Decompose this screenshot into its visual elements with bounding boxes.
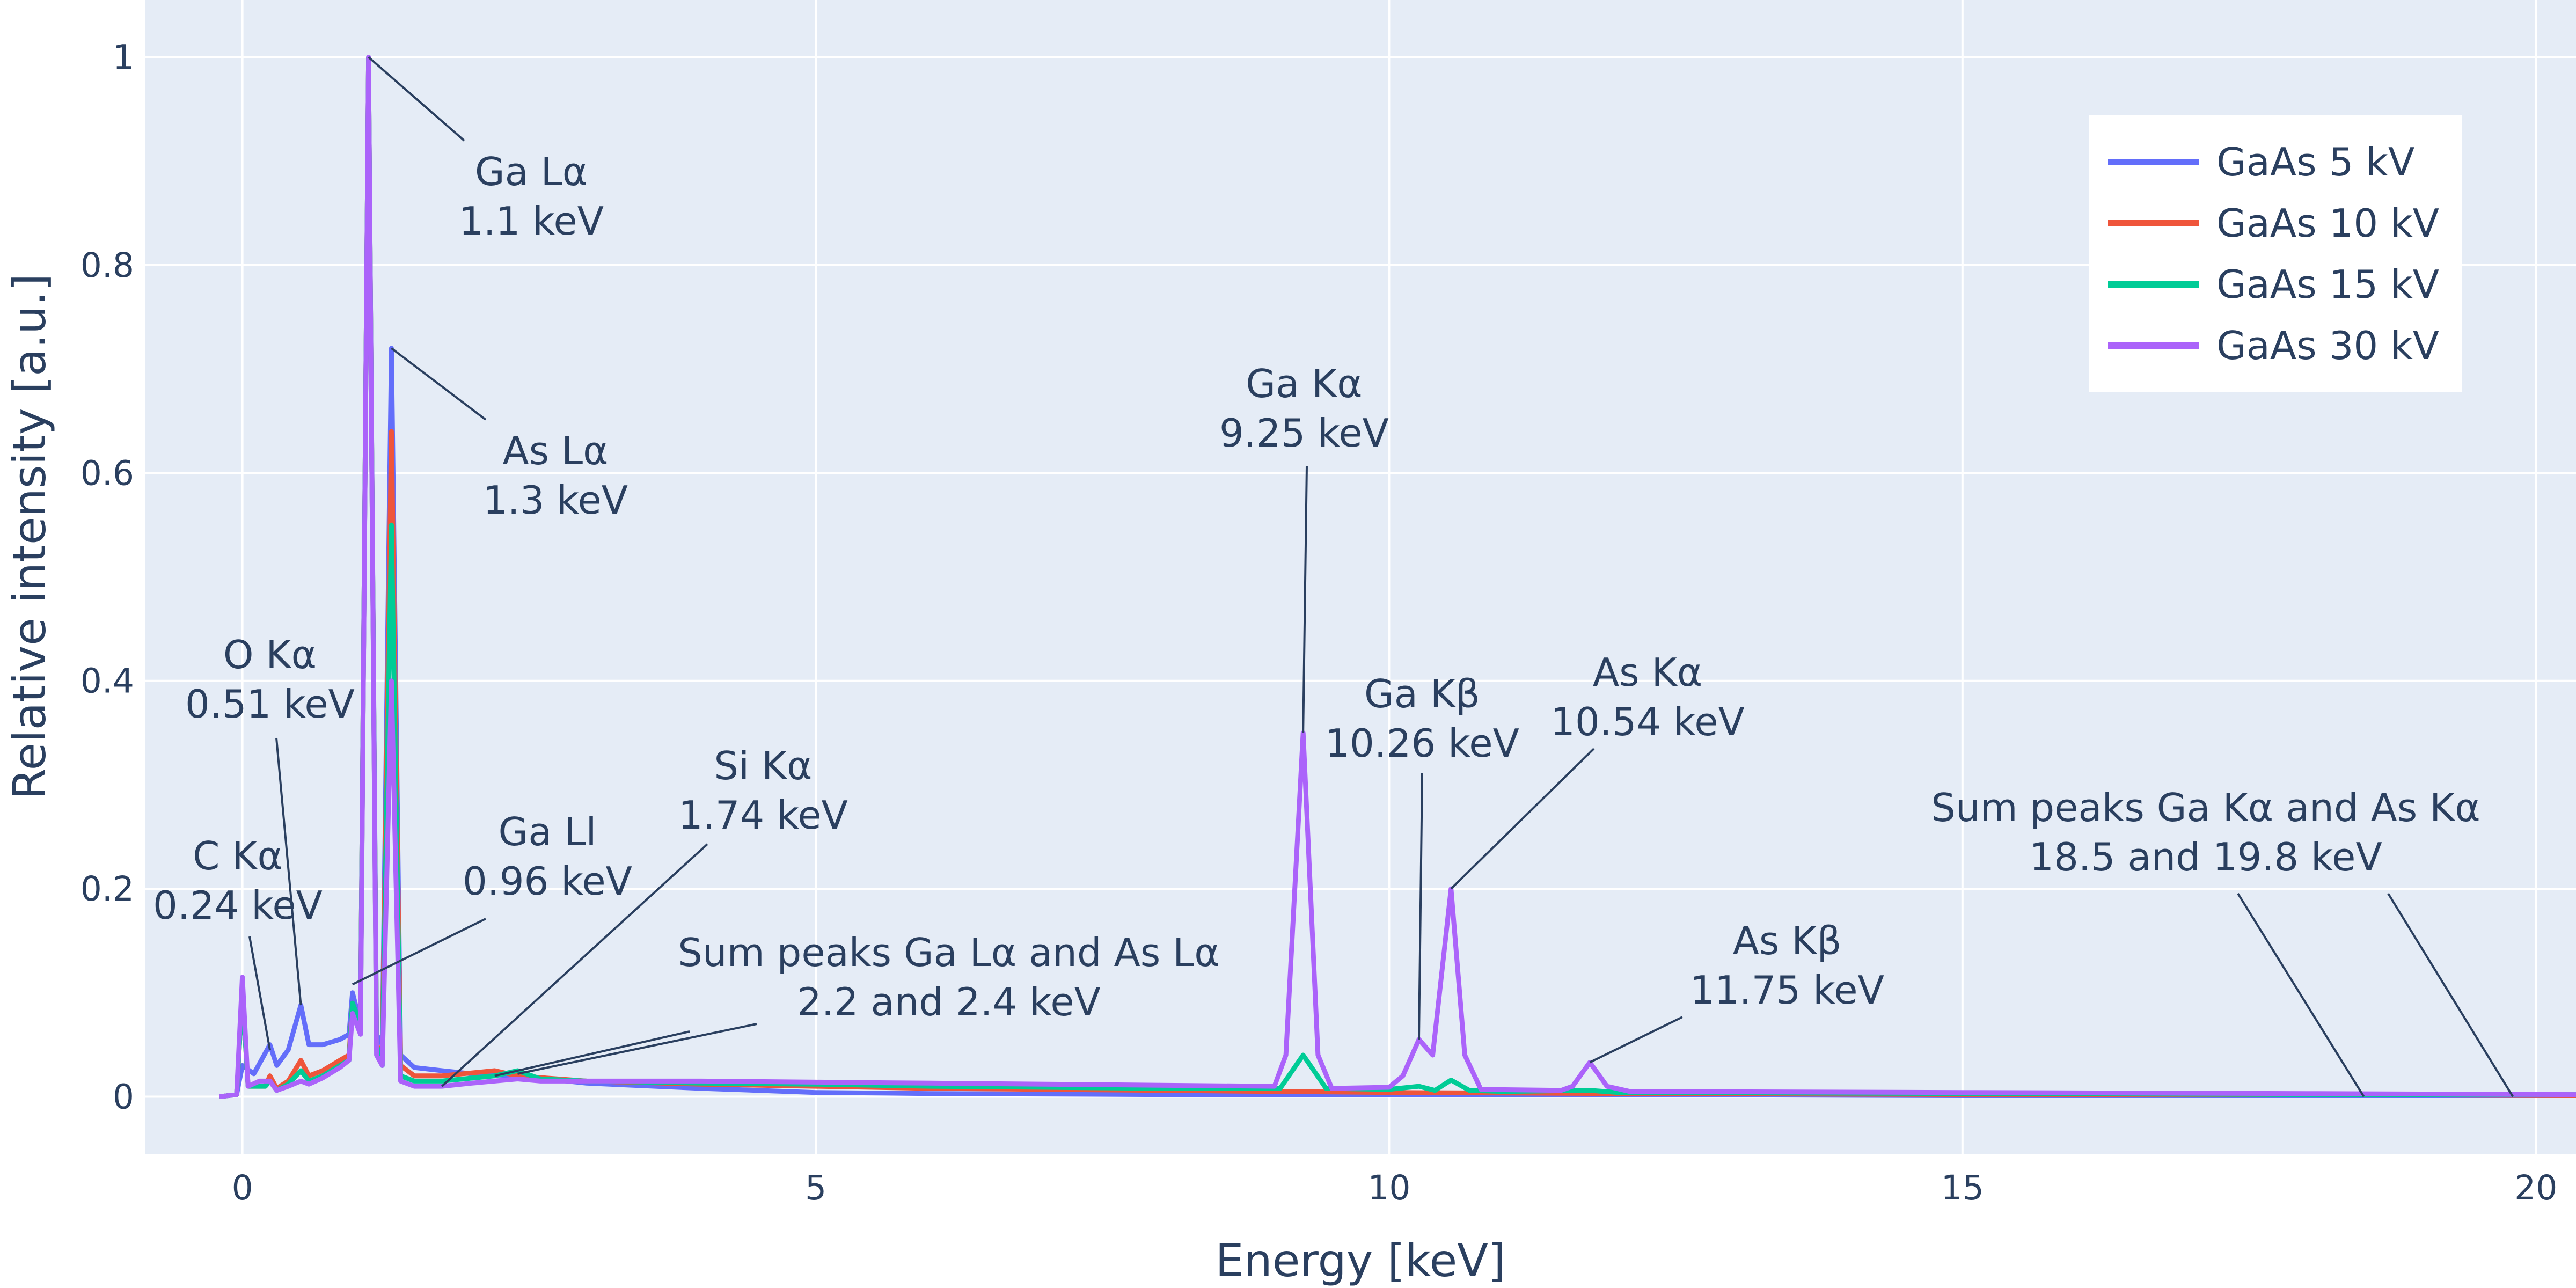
annotation-text: 10.54 keV [1550,699,1745,744]
grid-lines [145,0,2576,1154]
annotation-arrow [1589,1016,1683,1064]
legend-item: GaAs 5 kV [2108,140,2414,185]
annotation-layer: Ga Lα 1.1 keV As Lα 1.3 keV O Kα 0.51 keV C Kα… [153,56,2514,1097]
legend-item: GaAs 30 kV [2108,323,2439,368]
annotation-arrow [368,56,465,142]
annotation-arrow [1302,465,1308,733]
legend-label: GaAs 5 kV [2216,140,2414,185]
series-layer [219,55,2576,1099]
annotation-text: 1.74 keV [678,793,848,838]
annotation-text: As Kβ [1733,918,1842,963]
peak-annotation: O Kα 0.51 keV [185,632,355,1006]
x-axis-ticks: 0 5 10 15 20 [232,1168,2558,1208]
annotation-arrow [441,843,708,1087]
annotation-arrow [517,1023,757,1075]
x-tick-label: 0 [232,1168,253,1208]
annotation-text: 2.2 and 2.4 keV [797,979,1101,1024]
legend-label: GaAs 30 kV [2216,323,2439,368]
annotation-text: As Lα [502,428,608,473]
peak-annotation: As Kβ 11.75 keV [1589,918,1884,1064]
series-line-4 [219,55,2576,1099]
peak-annotation: Sum peaks Ga Kα and As Kα 18.5 and 19.8 k… [1931,785,2514,1097]
annotation-arrow [494,1030,690,1077]
annotation-text: O Kα [223,632,317,677]
x-tick-label: 20 [2514,1168,2557,1208]
annotation-text: Ga Kα [1246,361,1362,406]
y-tick-label: 0 [113,1077,134,1116]
y-tick-label: 0.6 [80,453,134,493]
annotation-text: 1.3 keV [483,478,628,523]
annotation-arrow [2237,892,2365,1097]
annotation-arrow [1417,772,1423,1040]
series-line-3 [219,55,2576,1099]
annotation-arrow [275,737,302,1006]
legend-item: GaAs 15 kV [2108,262,2439,307]
annotation-text: 18.5 and 19.8 keV [2029,835,2382,880]
legend-label: GaAs 10 kV [2216,201,2439,246]
peak-annotation: Ga Kα 9.25 keV [1219,361,1389,733]
annotation-text: 9.25 keV [1219,411,1389,456]
annotation-text: 0.24 keV [153,883,323,928]
y-tick-label: 0.8 [80,246,134,285]
annotation-arrow [1450,748,1595,890]
annotation-text: 0.51 keV [185,682,355,727]
annotation-text: Si Kα [714,743,812,788]
annotation-text: Sum peaks Ga Kα and As Kα [1931,785,2480,830]
peak-annotation: Sum peaks Ga Lα and As Lα2.2 and 2.4 keV [494,930,1220,1077]
annotation-arrow [352,918,486,986]
peak-annotation: C Kα0.24 keV [153,833,323,1050]
x-tick-label: 10 [1367,1168,1410,1208]
legend-label: GaAs 15 kV [2216,262,2439,307]
annotation-text: As Kα [1593,650,1702,695]
y-tick-label: 1 [113,38,134,77]
y-tick-label: 0.2 [80,869,134,909]
annotation-arrow [2387,892,2514,1097]
annotation-arrow [248,936,271,1050]
y-tick-label: 0.4 [80,662,134,701]
peak-annotation: As Lα 1.3 keV [391,347,628,523]
x-axis-title: Energy [keV] [1215,1234,1505,1287]
annotation-text: 0.96 keV [463,859,632,904]
peak-annotation: Si Kα 1.74 keV [441,743,848,1087]
legend: GaAs 5 kV GaAs 10 kV GaAs 15 kV GaAs 30 kV [2089,115,2462,392]
x-tick-label: 5 [805,1168,826,1208]
annotation-text: 1.1 keV [459,199,604,244]
y-axis-ticks: 0 0.2 0.4 0.6 0.8 1 [80,38,134,1117]
peak-annotation: Ga Kβ 10.26 keV [1325,671,1519,1040]
x-tick-label: 15 [1941,1168,1984,1208]
annotation-text: Ga Ll [499,809,597,854]
annotation-text: Ga Lα [475,149,588,194]
peak-annotation: Ga Ll 0.96 keV [352,809,632,986]
legend-items: GaAs 5 kV GaAs 10 kV GaAs 15 kV GaAs 30 kV [2108,140,2439,368]
annotation-arrow [391,347,487,421]
annotation-text: 10.26 keV [1325,721,1519,766]
legend-item: GaAs 10 kV [2108,201,2439,246]
annotation-text: 11.75 keV [1690,968,1884,1013]
annotation-text: C Kα [193,833,283,879]
annotation-text: Ga Kβ [1364,671,1480,716]
y-axis-title: Relative intensity [a.u.] [3,274,56,800]
peak-annotation: Ga Lα 1.1 keV [368,56,604,244]
annotation-text: Sum peaks Ga Lα and As Lα [678,930,1219,975]
